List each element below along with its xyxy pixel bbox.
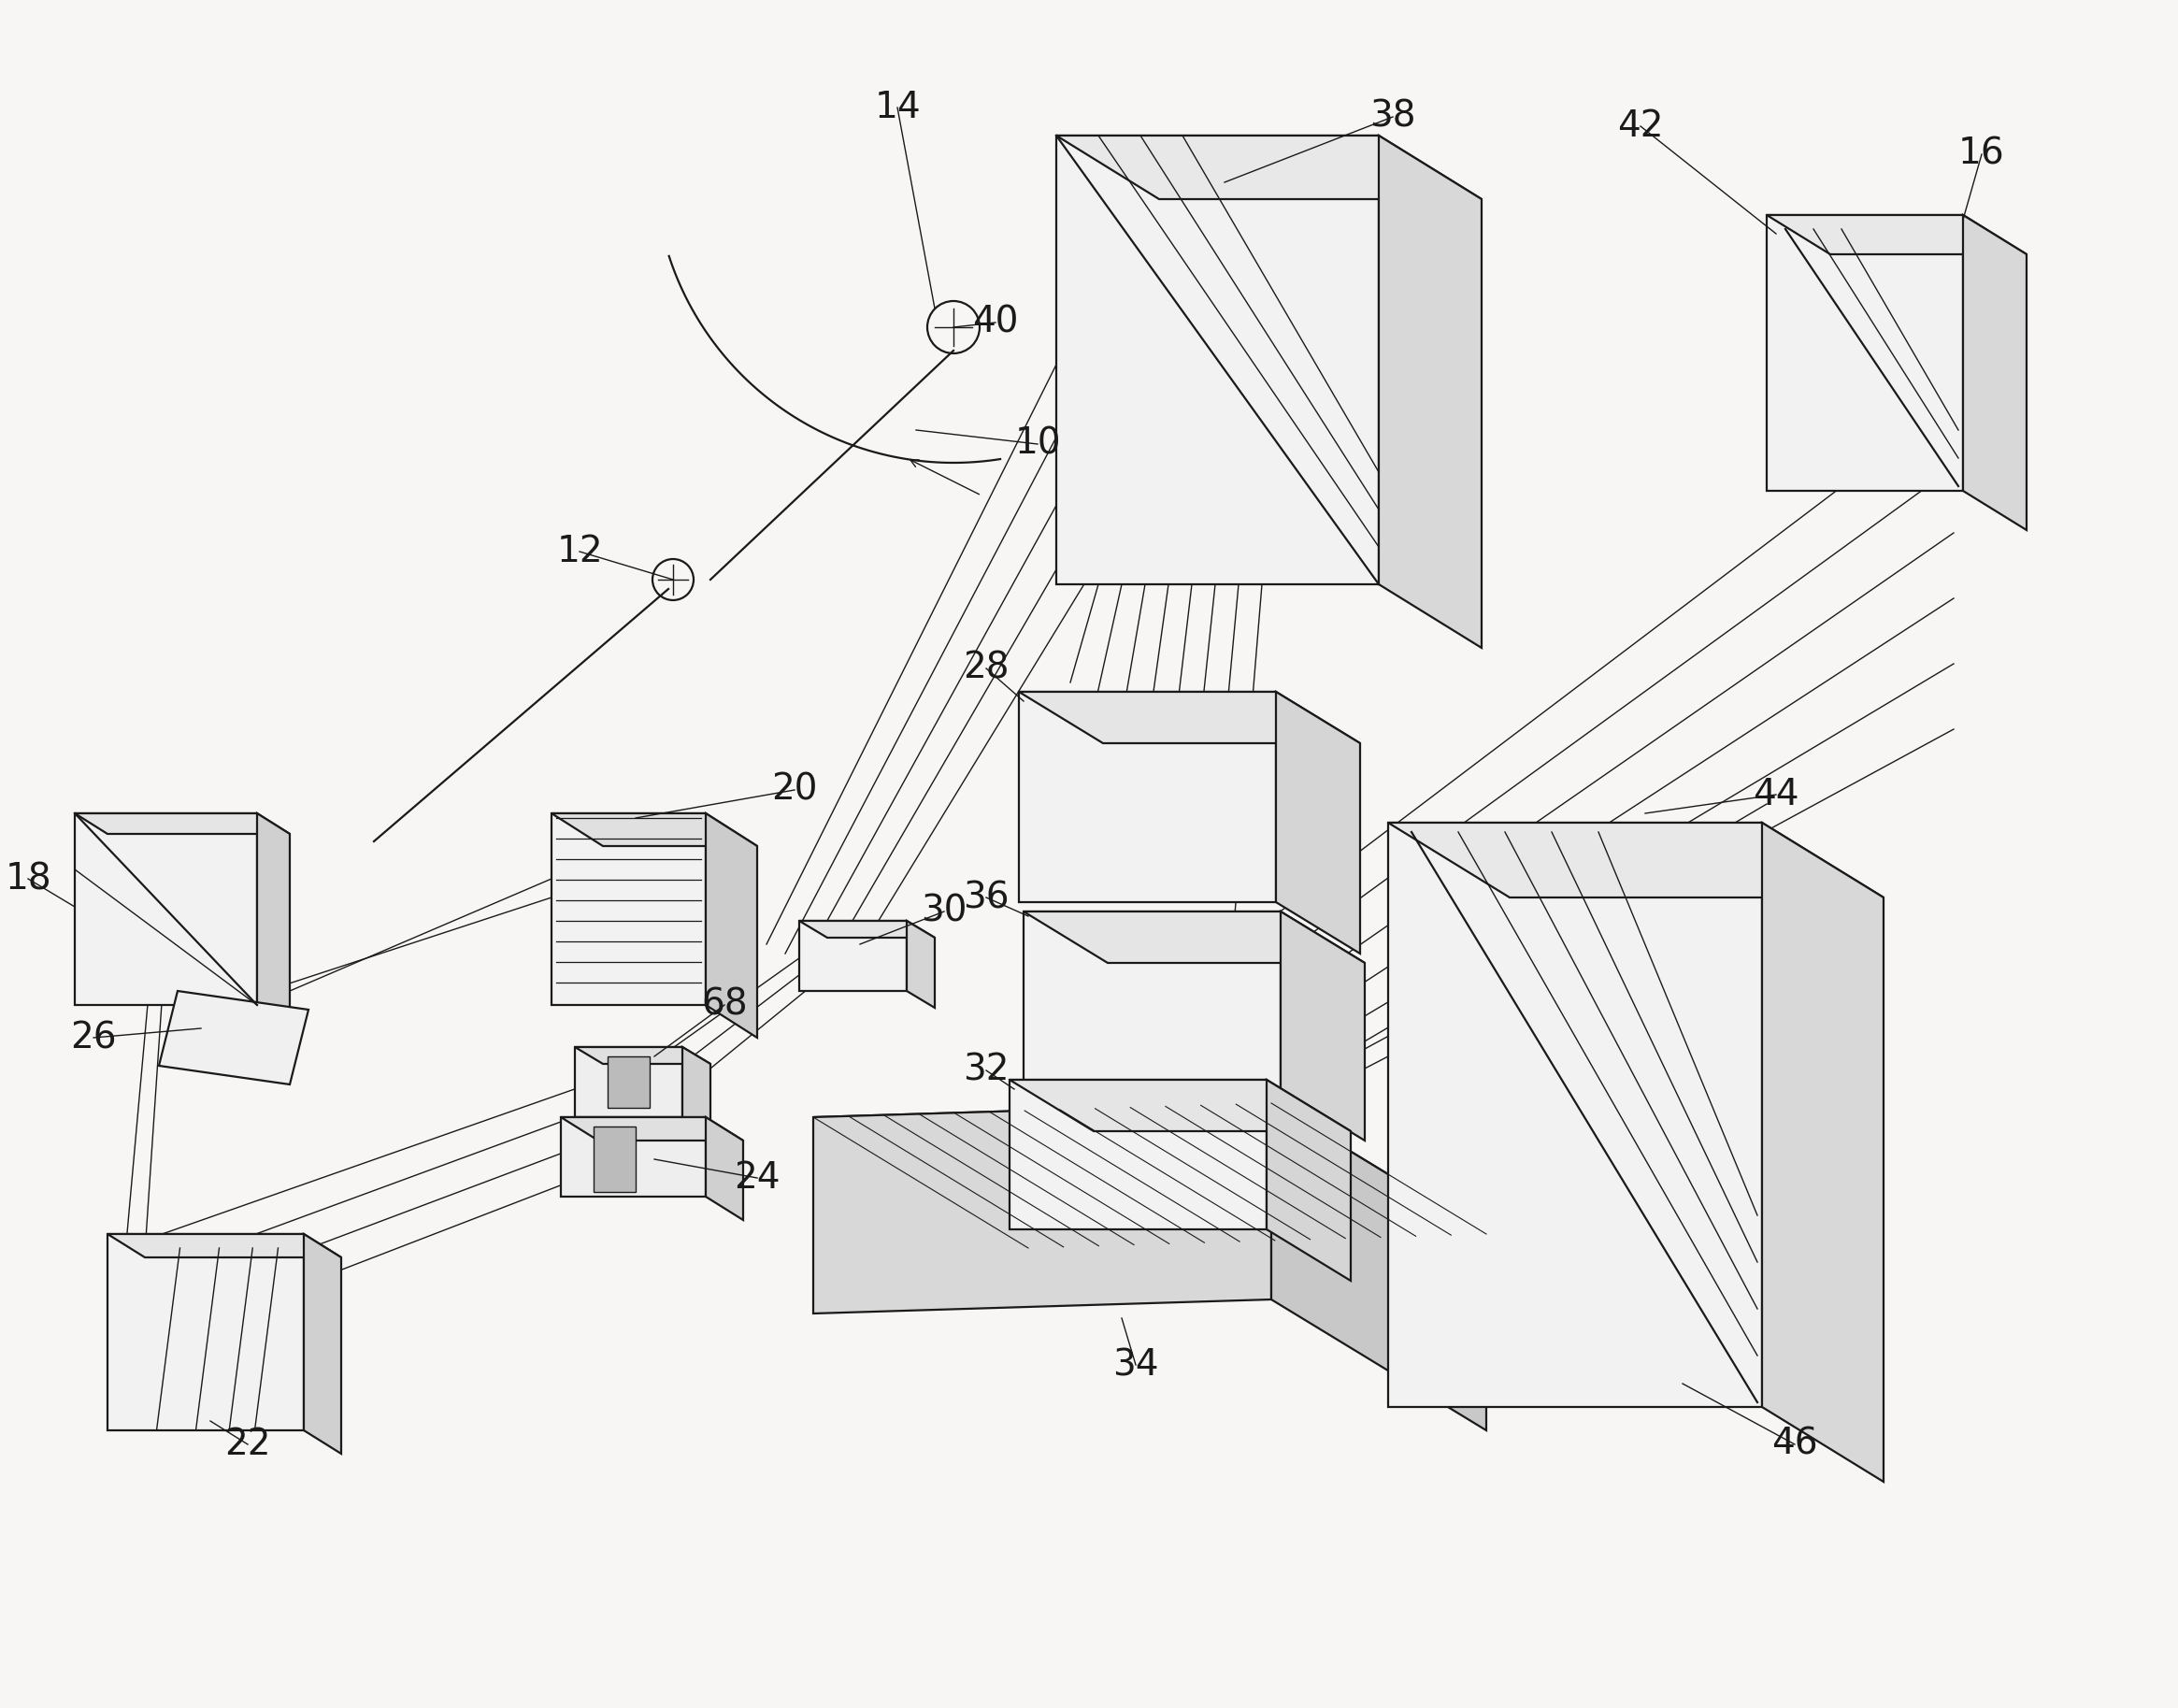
Polygon shape bbox=[74, 813, 257, 1004]
Text: 46: 46 bbox=[1771, 1426, 1819, 1462]
Polygon shape bbox=[608, 1057, 649, 1108]
Text: 68: 68 bbox=[701, 987, 747, 1023]
Polygon shape bbox=[1387, 823, 1762, 1407]
Polygon shape bbox=[799, 921, 906, 991]
Text: 14: 14 bbox=[873, 91, 921, 125]
Text: 30: 30 bbox=[921, 893, 967, 929]
Polygon shape bbox=[1281, 912, 1366, 1141]
Text: 10: 10 bbox=[1015, 427, 1061, 461]
Text: 28: 28 bbox=[963, 651, 1008, 687]
Polygon shape bbox=[1019, 692, 1276, 902]
Text: 16: 16 bbox=[1958, 137, 2006, 173]
Text: 26: 26 bbox=[70, 1020, 118, 1056]
Polygon shape bbox=[303, 1233, 342, 1454]
Polygon shape bbox=[74, 813, 290, 834]
Text: 40: 40 bbox=[971, 304, 1019, 340]
Polygon shape bbox=[562, 1117, 743, 1141]
Polygon shape bbox=[1766, 215, 1962, 490]
Text: 38: 38 bbox=[1370, 99, 1416, 135]
Text: 12: 12 bbox=[555, 535, 603, 569]
Text: 32: 32 bbox=[963, 1052, 1008, 1088]
Text: 42: 42 bbox=[1618, 108, 1664, 143]
Polygon shape bbox=[575, 1047, 682, 1117]
Polygon shape bbox=[706, 1117, 743, 1220]
Polygon shape bbox=[1011, 1079, 1350, 1131]
Polygon shape bbox=[1056, 135, 1481, 200]
Polygon shape bbox=[551, 813, 758, 845]
Polygon shape bbox=[1276, 692, 1359, 953]
Polygon shape bbox=[812, 1103, 1485, 1249]
Polygon shape bbox=[799, 921, 934, 938]
Text: 18: 18 bbox=[4, 861, 52, 897]
Polygon shape bbox=[1379, 135, 1481, 647]
Polygon shape bbox=[562, 1117, 706, 1197]
Polygon shape bbox=[1387, 823, 1884, 897]
Polygon shape bbox=[551, 813, 706, 1004]
Polygon shape bbox=[812, 1103, 1272, 1313]
Polygon shape bbox=[1268, 1079, 1350, 1281]
Polygon shape bbox=[906, 921, 934, 1008]
Polygon shape bbox=[159, 991, 309, 1085]
Polygon shape bbox=[706, 813, 758, 1038]
Polygon shape bbox=[1272, 1103, 1485, 1430]
Polygon shape bbox=[1056, 135, 1379, 584]
Polygon shape bbox=[1762, 823, 1884, 1483]
Polygon shape bbox=[1011, 1079, 1268, 1230]
Polygon shape bbox=[257, 813, 290, 1025]
Polygon shape bbox=[107, 1233, 342, 1257]
Text: 24: 24 bbox=[734, 1160, 780, 1196]
Polygon shape bbox=[682, 1047, 710, 1134]
Polygon shape bbox=[1024, 912, 1281, 1090]
Polygon shape bbox=[107, 1233, 303, 1430]
Polygon shape bbox=[1019, 692, 1359, 743]
Polygon shape bbox=[575, 1047, 710, 1064]
Text: 44: 44 bbox=[1753, 777, 1799, 813]
Text: 20: 20 bbox=[771, 772, 817, 808]
Polygon shape bbox=[595, 1127, 636, 1192]
Polygon shape bbox=[1766, 215, 2026, 254]
Polygon shape bbox=[1024, 912, 1366, 963]
Text: 22: 22 bbox=[224, 1426, 270, 1462]
Text: 34: 34 bbox=[1113, 1348, 1159, 1383]
Text: 36: 36 bbox=[963, 880, 1008, 915]
Polygon shape bbox=[1962, 215, 2026, 529]
